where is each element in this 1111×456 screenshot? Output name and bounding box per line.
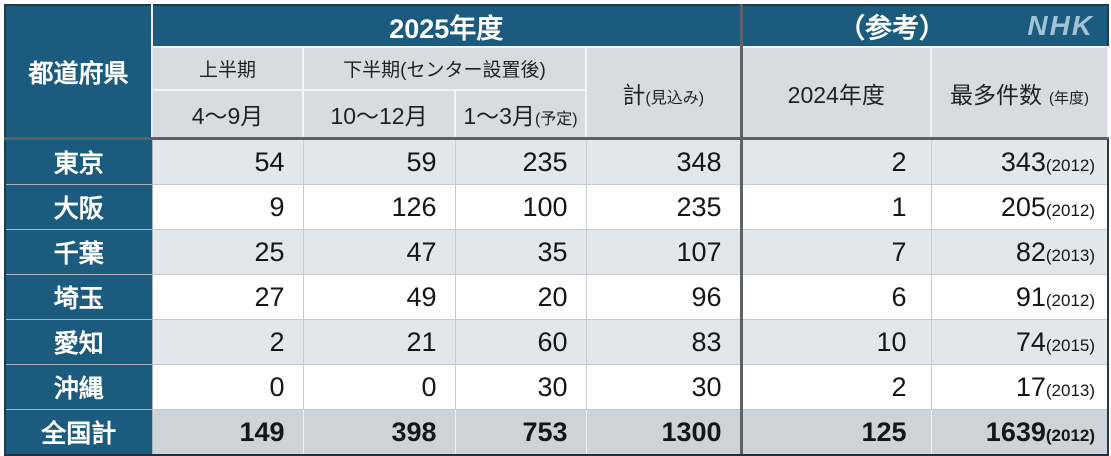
table-wrapper: 都道府県 2025年度 （参考） NHK 上半期 下半期(センター設置後) 計(… — [4, 4, 1110, 456]
cell-oct-dec: 398 — [302, 409, 456, 456]
table-row: 埼玉 27 49 20 96 6 91(2012) — [4, 274, 1109, 320]
max-count-year: (2013) — [1045, 380, 1096, 400]
col-header-apr-sep: 4～9月 — [151, 89, 304, 140]
cell-jan-mar: 20 — [454, 274, 587, 320]
max-count-year: (2012) — [1045, 425, 1096, 445]
max-count-year: (2015) — [1045, 335, 1096, 355]
max-count-value: 74 — [1015, 326, 1046, 357]
cell-oct-dec: 59 — [302, 138, 456, 185]
header-sub-row-1: 上半期 下半期(センター設置後) 計(見込み) 2024年度 最多件数 (年度) — [5, 46, 1110, 140]
cell-apr-sep: 0 — [151, 364, 304, 410]
cell-apr-sep: 25 — [151, 229, 304, 275]
cell-apr-sep: 27 — [151, 274, 304, 320]
cell-max-count: 343(2012) — [930, 138, 1109, 185]
max-count-value: 205 — [1000, 191, 1046, 222]
cell-oct-dec: 126 — [302, 184, 456, 230]
max-count-year: (2012) — [1045, 200, 1096, 220]
col-header-jan-mar-main: 1～3月 — [463, 103, 535, 129]
cell-jan-mar: 753 — [454, 409, 587, 456]
cell-total: 83 — [585, 319, 743, 365]
col-header-oct-dec: 10～12月 — [302, 89, 456, 140]
prefecture-name: 千葉 — [4, 229, 153, 275]
cell-jan-mar: 60 — [454, 319, 587, 365]
cell-fy2024: 125 — [740, 409, 932, 456]
cell-max-count: 1639(2012) — [930, 409, 1109, 456]
max-count-value: 17 — [1015, 371, 1046, 402]
reference-label: （参考） — [837, 13, 946, 44]
cell-max-count: 17(2013) — [930, 364, 1109, 410]
col-header-max-note: (年度) — [1049, 89, 1090, 107]
col-header-fy2024: 2024年度 — [740, 46, 933, 140]
col-header-max-count: 最多件数 (年度) — [930, 46, 1110, 140]
table-row: 東京 54 59 235 348 2 343(2012) — [4, 138, 1109, 185]
cell-total: 30 — [585, 364, 743, 410]
cell-oct-dec: 49 — [302, 274, 456, 320]
cell-fy2024: 10 — [740, 319, 932, 365]
header-band-row: 都道府県 2025年度 （参考） NHK — [5, 5, 1109, 140]
max-count-value: 82 — [1015, 236, 1046, 267]
group-header-reference: （参考） NHK — [739, 5, 1109, 47]
table-row: 沖縄 0 0 30 30 2 17(2013) — [4, 364, 1109, 410]
cell-total: 1300 — [585, 409, 743, 456]
max-count-year: (2012) — [1045, 155, 1096, 175]
col-header-jan-mar: 1～3月(予定) — [454, 89, 587, 140]
cell-max-count: 82(2013) — [930, 229, 1109, 275]
col-header-total: 計(見込み) — [584, 46, 743, 140]
col-header-total-main: 計 — [622, 81, 646, 108]
prefecture-name: 沖縄 — [4, 364, 153, 410]
table-row: 千葉 25 47 35 107 7 82(2013) — [4, 229, 1109, 275]
nhk-logo: NHK — [1027, 10, 1095, 41]
prefecture-stats-table: 都道府県 2025年度 （参考） NHK 上半期 下半期(センター設置後) 計(… — [4, 4, 1110, 456]
cell-fy2024: 7 — [740, 229, 932, 275]
col-header-total-note: (見込み) — [645, 89, 705, 107]
cell-max-count: 205(2012) — [930, 184, 1109, 230]
cell-fy2024: 2 — [740, 364, 932, 410]
cell-oct-dec: 0 — [302, 364, 456, 410]
cell-fy2024: 6 — [740, 274, 932, 320]
table-total-row: 全国計 149 398 753 1300 125 1639(2012) — [4, 409, 1109, 456]
cell-apr-sep: 2 — [151, 319, 304, 365]
prefecture-name: 埼玉 — [4, 274, 153, 320]
col-header-jan-mar-note: (予定) — [534, 111, 578, 128]
prefecture-name: 大阪 — [4, 184, 153, 230]
cell-jan-mar: 30 — [454, 364, 587, 410]
max-count-year: (2013) — [1045, 245, 1096, 265]
cell-total: 235 — [585, 184, 743, 230]
table-row: 大阪 9 126 100 235 1 205(2012) — [4, 184, 1109, 230]
group-header-fy2025: 2025年度 — [150, 5, 743, 47]
prefecture-name: 東京 — [4, 138, 153, 185]
cell-fy2024: 1 — [740, 184, 932, 230]
col-header-second-half: 下半期(センター設置後) — [302, 46, 587, 91]
cell-oct-dec: 47 — [302, 229, 456, 275]
cell-max-count: 91(2012) — [930, 274, 1109, 320]
table-row: 愛知 2 21 60 83 10 74(2015) — [4, 319, 1109, 365]
cell-jan-mar: 100 — [454, 184, 587, 230]
header-sub-row-2: 4～9月 10～12月 1～3月(予定) — [5, 89, 1108, 140]
max-count-value: 343 — [1000, 146, 1046, 177]
max-count-value: 91 — [1015, 281, 1046, 312]
prefecture-name: 愛知 — [4, 319, 153, 365]
cell-fy2024: 2 — [740, 138, 932, 185]
max-count-value: 1639 — [985, 416, 1046, 447]
cell-total: 96 — [585, 274, 743, 320]
table-body: 東京 54 59 235 348 2 343(2012) 大阪 9 126 10… — [4, 138, 1109, 456]
cell-jan-mar: 235 — [454, 138, 587, 185]
max-count-year: (2012) — [1045, 290, 1096, 310]
col-header-first-half: 上半期 — [151, 46, 304, 91]
cell-max-count: 74(2015) — [930, 319, 1109, 365]
cell-total: 348 — [585, 138, 743, 185]
cell-total: 107 — [585, 229, 743, 275]
cell-apr-sep: 149 — [151, 409, 304, 456]
cell-oct-dec: 21 — [302, 319, 456, 365]
cell-apr-sep: 54 — [151, 138, 304, 185]
corner-header-prefecture: 都道府県 — [5, 5, 153, 140]
prefecture-name: 全国計 — [4, 409, 153, 456]
cell-jan-mar: 35 — [454, 229, 587, 275]
cell-apr-sep: 9 — [151, 184, 304, 230]
col-header-max-main: 最多件数 — [950, 81, 1043, 108]
